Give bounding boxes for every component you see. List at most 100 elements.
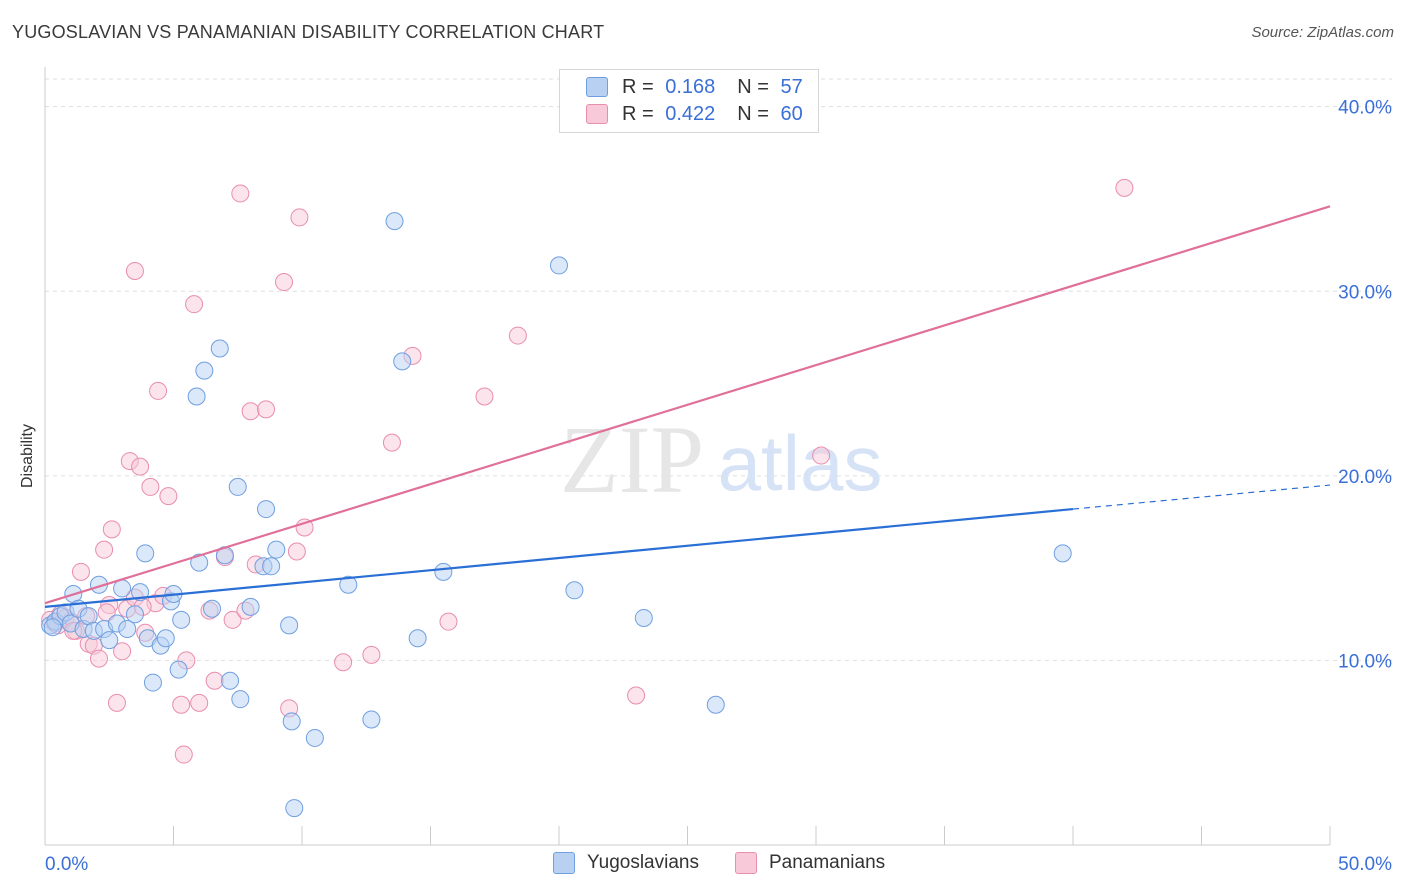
data-point-yugoslavian xyxy=(550,256,568,275)
data-point-panamanian xyxy=(95,540,114,559)
data-point-panamanian xyxy=(334,653,353,672)
data-point-yugoslavian xyxy=(305,728,324,747)
data-point-panamanian xyxy=(290,208,309,227)
data-point-panamanian xyxy=(174,745,193,764)
data-point-panamanian xyxy=(89,649,108,668)
legend-row-yugoslavians: R = 0.168 N = 57 xyxy=(586,75,803,99)
data-point-panamanian xyxy=(287,542,306,561)
data-point-yugoslavian xyxy=(221,671,240,690)
legend-label-panamanians: Panamanians xyxy=(768,852,886,873)
legend-n-label: N = xyxy=(737,75,769,98)
tick-labels: 10.0% 20.0% 30.0% 40.0% 0.0% 50.0% xyxy=(45,98,1392,875)
source-label: Source: ZipAtlas.com xyxy=(1251,24,1394,41)
y-axis-label: Disability xyxy=(19,423,36,489)
data-point-yugoslavian xyxy=(362,710,381,729)
chart-title: YUGOSLAVIAN VS PANAMANIAN DISABILITY COR… xyxy=(12,22,605,42)
legend-n-label: N = xyxy=(737,102,769,125)
x-tick-label-min: 0.0% xyxy=(45,854,88,875)
data-point-panamanian xyxy=(141,477,160,496)
data-point-panamanian xyxy=(172,695,191,714)
data-point-yugoslavian xyxy=(267,540,286,559)
data-point-panamanian xyxy=(223,610,242,629)
data-point-yugoslavian xyxy=(118,620,137,639)
data-point-panamanian xyxy=(102,520,121,539)
legend-swatch-blue xyxy=(586,77,608,97)
data-point-yugoslavian xyxy=(169,660,188,679)
data-point-yugoslavian xyxy=(280,616,299,635)
data-point-yugoslavian xyxy=(408,629,427,648)
data-point-yugoslavian xyxy=(393,352,412,371)
trend-line-yugoslavians xyxy=(44,507,1074,608)
data-point-panamanian xyxy=(508,326,527,345)
data-point-yugoslavian xyxy=(241,597,260,616)
data-point-yugoslavian xyxy=(565,581,584,600)
series-legend: Yugoslavians Panamanians xyxy=(553,852,921,874)
data-point-yugoslavian xyxy=(190,553,209,572)
data-point-yugoslavian xyxy=(156,629,175,648)
data-point-yugoslavian xyxy=(172,610,191,629)
legend-swatch-pink xyxy=(734,852,757,874)
data-point-yugoslavian xyxy=(143,673,162,692)
y-tick-label: 30.0% xyxy=(1338,282,1392,303)
data-point-panamanian xyxy=(382,433,401,452)
data-point-yugoslavian xyxy=(187,387,206,406)
legend-label-yugoslavians: Yugoslavians xyxy=(587,852,699,873)
legend-n-value: 57 xyxy=(780,75,803,98)
data-point-panamanian xyxy=(257,400,276,419)
data-point-yugoslavian xyxy=(634,608,653,627)
watermark-zip: ZIP xyxy=(560,406,704,513)
data-point-yugoslavian xyxy=(231,690,250,709)
correlation-legend: R = 0.168 N = 57 R = 0.422 N = 60 xyxy=(559,69,819,133)
legend-swatch-pink xyxy=(586,104,608,124)
data-point-panamanian xyxy=(362,645,381,664)
data-point-panamanian xyxy=(159,487,178,506)
legend-item-panamanians: Panamanians xyxy=(734,852,886,874)
data-point-panamanian xyxy=(627,686,646,705)
data-point-panamanian xyxy=(475,387,494,406)
data-point-yugoslavian xyxy=(100,631,119,650)
data-point-panamanian xyxy=(190,693,209,712)
data-point-panamanian xyxy=(231,184,250,203)
data-point-yugoslavian xyxy=(282,712,301,731)
data-point-yugoslavian xyxy=(195,361,214,380)
y-tick-label: 40.0% xyxy=(1338,98,1392,119)
trend-lines xyxy=(44,205,1331,608)
data-point-yugoslavian xyxy=(262,557,281,576)
x-tick-label-max: 50.0% xyxy=(1338,854,1392,875)
y-tick-label: 10.0% xyxy=(1338,651,1392,672)
data-point-panamanian xyxy=(107,693,126,712)
data-point-yugoslavian xyxy=(136,544,155,563)
legend-r-value: 0.168 xyxy=(665,75,716,98)
data-point-panamanian xyxy=(149,381,168,400)
y-tick-label: 20.0% xyxy=(1338,467,1392,488)
data-point-yugoslavian xyxy=(706,695,725,714)
data-point-panamanian xyxy=(71,562,90,581)
axes xyxy=(44,67,1331,846)
data-point-panamanian xyxy=(275,273,294,292)
data-point-yugoslavian xyxy=(385,212,404,231)
data-point-panamanian xyxy=(125,261,144,280)
data-point-yugoslavian xyxy=(125,605,144,624)
data-point-yugoslavian xyxy=(203,599,222,618)
data-point-yugoslavian xyxy=(1053,544,1072,563)
data-point-panamanian xyxy=(131,457,150,476)
data-point-panamanian xyxy=(113,642,132,661)
legend-r-value: 0.422 xyxy=(665,102,716,125)
series-yugoslavians xyxy=(41,212,1072,818)
data-point-panamanian xyxy=(812,446,831,465)
watermark: ZIP atlas xyxy=(560,406,882,513)
data-point-yugoslavian xyxy=(339,575,358,594)
legend-swatch-blue xyxy=(553,852,575,874)
trend-line-yugoslavians-extension xyxy=(1072,484,1331,510)
data-point-panamanian xyxy=(439,612,458,631)
data-point-panamanian xyxy=(205,671,224,690)
gridlines xyxy=(45,78,1392,661)
data-point-yugoslavian xyxy=(228,477,247,496)
trend-line-panamanians xyxy=(44,205,1331,605)
data-point-yugoslavian xyxy=(113,579,132,598)
watermark-atlas: atlas xyxy=(718,419,883,507)
legend-row-panamanians: R = 0.422 N = 60 xyxy=(586,102,803,126)
legend-n-value: 60 xyxy=(780,102,803,125)
data-point-panamanian xyxy=(241,402,260,421)
